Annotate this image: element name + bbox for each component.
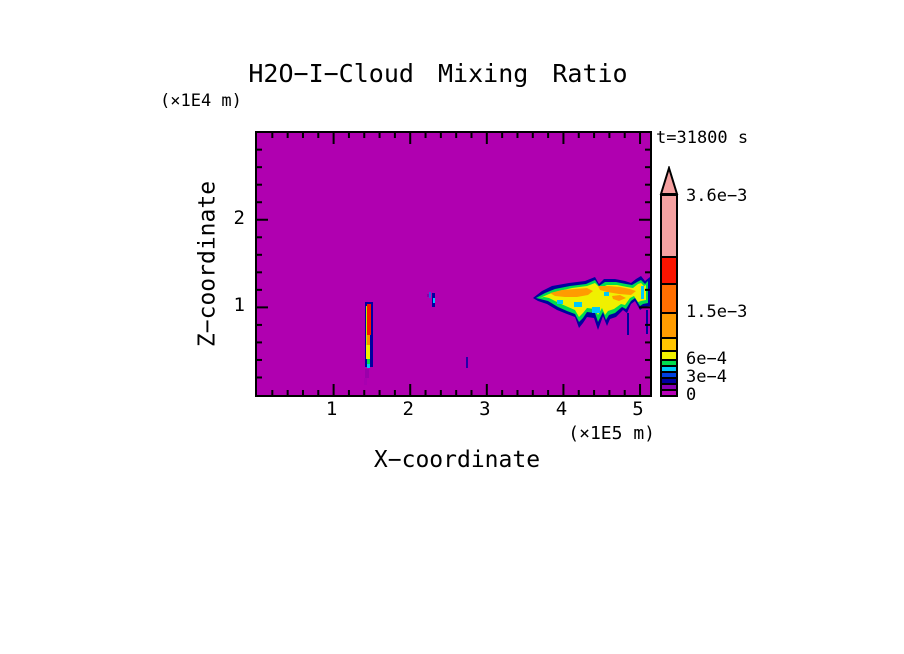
anvil-cloud-layer: [598, 286, 636, 295]
colorbar-segment: [662, 256, 676, 283]
z-tick-label: 1: [233, 294, 245, 317]
x-tick-label: 4: [555, 398, 568, 420]
colorbar-segment: [662, 350, 676, 359]
colorbar-segment: [662, 196, 676, 256]
x-tick-label: 1: [325, 398, 338, 420]
updraft-plume-layer: [364, 378, 367, 385]
colorbar: [660, 194, 678, 397]
colorbar-overflow-arrow-icon: [659, 166, 679, 195]
small-cloud-fragment-layer: [429, 292, 431, 298]
anvil-cloud-layer: [641, 286, 644, 299]
colorbar-label: 0: [686, 385, 697, 405]
colorbar-segment: [662, 365, 676, 371]
colorbar-segment: [662, 312, 676, 337]
colorbar-label: 1.5e−3: [686, 302, 748, 322]
x-axis-unit-label: (×1E5 m): [568, 423, 655, 444]
colorbar-segment: [662, 389, 676, 395]
colorbar-segment: [662, 383, 676, 389]
colorbar-segment: [662, 371, 676, 377]
updraft-plume-layer: [367, 304, 371, 335]
plot-area: [255, 131, 652, 397]
colorbar-label: 6e−4: [686, 349, 727, 369]
small-cloud-fragment-layer: [427, 294, 429, 297]
small-cloud-fragment-layer: [433, 298, 435, 303]
anvil-cloud-layer: [627, 313, 629, 335]
updraft-plume-layer: [367, 364, 370, 368]
y-axis-unit-label: (×1E4 m): [160, 91, 242, 111]
anvil-cloud-layer: [574, 302, 582, 307]
anvil-cloud-layer: [550, 288, 593, 297]
z-tick-label: 2: [233, 206, 245, 229]
updraft-plume-layer: [366, 345, 370, 359]
colorbar-label: 3.6e−3: [686, 186, 748, 206]
anvil-cloud-layer: [604, 292, 609, 296]
small-cloud-fragment-layer: [466, 357, 468, 368]
anvil-cloud-layer: [557, 300, 563, 304]
updraft-plume-layer: [366, 306, 367, 348]
colorbar-segment: [662, 283, 676, 312]
colorbar-segment: [662, 337, 676, 350]
figure-title: H2O−I−Cloud Mixing Ratio: [248, 59, 628, 88]
x-tick-label: 2: [402, 398, 414, 420]
x-tick-label: 5: [632, 398, 644, 420]
x-tick-label: 3: [479, 398, 491, 420]
anvil-cloud-layer: [646, 310, 648, 334]
anvil-cloud-layer: [612, 295, 626, 301]
colorbar-label: 3e−4: [686, 367, 727, 387]
updraft-plume-layer: [367, 335, 370, 345]
colorbar-segment: [662, 359, 676, 365]
updraft-plume-layer: [367, 359, 370, 364]
contour-plot-svg: [257, 133, 650, 395]
updraft-plume-layer: [365, 369, 369, 378]
x-axis-title: X−coordinate: [373, 447, 541, 473]
y-axis-title: Z−coordinate: [194, 180, 221, 348]
anvil-cloud-layer: [592, 307, 600, 313]
time-annotation: t=31800 s: [656, 128, 749, 148]
colorbar-segment: [662, 377, 676, 383]
